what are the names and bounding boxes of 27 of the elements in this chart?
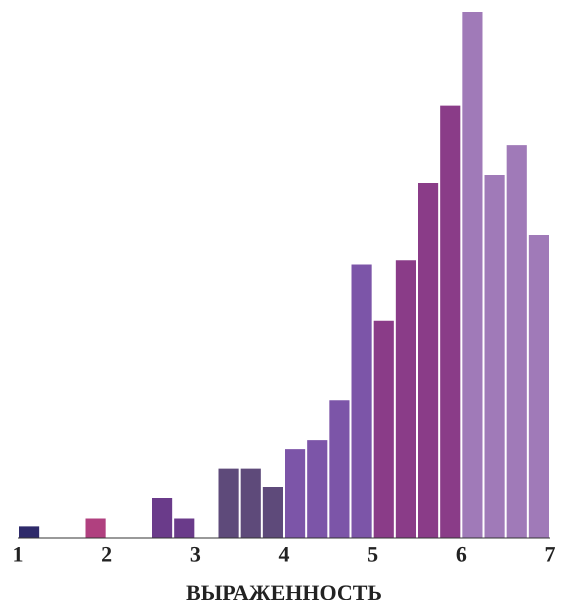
bar [262,486,283,538]
x-axis-title: ВЫРАЖЕННОСТЬ [186,580,382,605]
bar [440,106,460,538]
bar [174,518,194,538]
x-tick-label: 1 [12,542,24,567]
bar [285,449,306,538]
bar [152,498,172,538]
bar [86,518,106,538]
bar [528,235,549,538]
x-tick-label: 7 [544,542,556,567]
bar [352,264,372,538]
bar [484,175,505,538]
bar [396,260,416,538]
bar [19,526,40,538]
bar [506,145,527,538]
x-tick-label: 4 [278,542,290,567]
bar [374,320,394,538]
bar [218,468,239,538]
bar [462,12,482,538]
bar [307,440,328,538]
x-tick-label: 2 [101,542,112,567]
x-tick-label: 3 [190,542,201,567]
bar [240,468,261,538]
x-tick-label: 6 [456,542,467,567]
bar [418,182,438,538]
bar [329,400,350,538]
x-tick-label: 5 [367,542,378,567]
